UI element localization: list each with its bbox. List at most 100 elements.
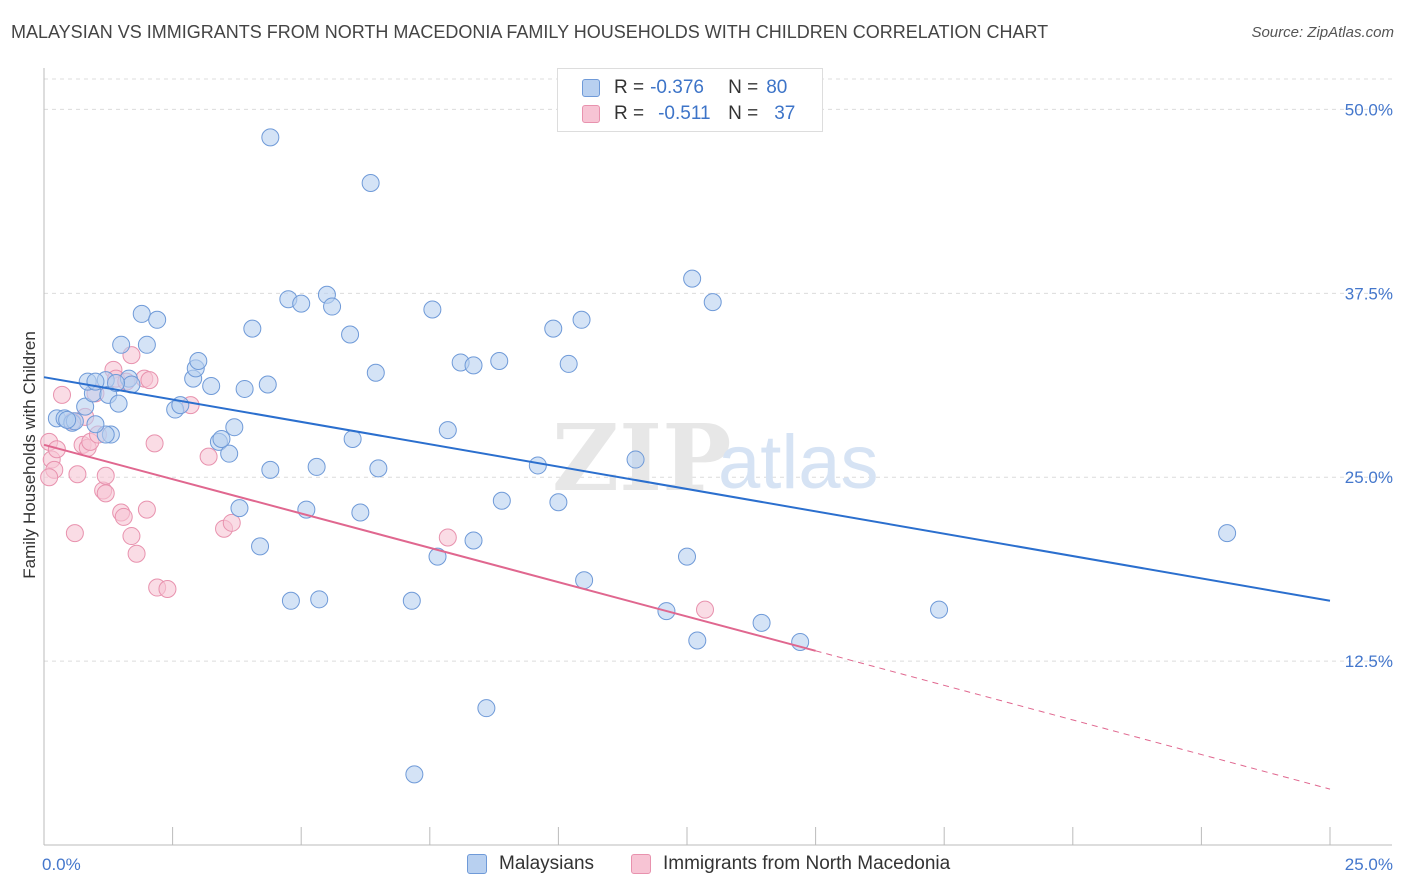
malaysian-point xyxy=(107,374,126,393)
legend-swatch-blue xyxy=(582,79,600,97)
bottom-legend-label: Immigrants from North Macedonia xyxy=(663,853,951,874)
malaysian-point xyxy=(230,499,249,518)
malaysian-point xyxy=(703,293,722,312)
north-macedonia-point xyxy=(53,385,72,404)
legend-row-malaysians: R = -0.376 N = 80 xyxy=(582,76,787,100)
malaysian-point xyxy=(58,410,77,429)
north-macedonia-point xyxy=(158,580,177,599)
malaysian-point xyxy=(559,354,578,373)
malaysian-point xyxy=(405,765,424,784)
malaysian-point xyxy=(76,397,95,416)
malaysian-point xyxy=(112,335,131,354)
bottom-legend-north-macedonia[interactable]: Immigrants from North Macedonia xyxy=(631,852,950,876)
malaysian-point xyxy=(307,457,326,476)
legend-swatch-pink xyxy=(582,105,600,123)
y-tick-label: 12.5% xyxy=(1345,652,1393,671)
north-macedonia-trend-line xyxy=(43,443,816,652)
malaysian-point xyxy=(86,415,105,434)
malaysian-point xyxy=(366,363,385,382)
north-macedonia-point xyxy=(438,528,457,547)
malaysian-point xyxy=(428,547,447,566)
bottom-legend-swatch-pink xyxy=(631,854,651,874)
north-macedonia-point xyxy=(96,466,115,485)
malaysian-point xyxy=(251,537,270,556)
series-malaysians-points xyxy=(47,128,1237,784)
correlation-legend: R = -0.376 N = 80 R = -0.511 N = 37 xyxy=(557,68,823,132)
malaysian-point xyxy=(572,310,591,329)
north-macedonia-point xyxy=(65,524,84,543)
legend-r-value: -0.511 xyxy=(658,103,711,124)
malaysian-point xyxy=(544,319,563,338)
y-tick-label: 37.5% xyxy=(1345,284,1393,303)
malaysian-point xyxy=(235,379,254,398)
north-macedonia-point xyxy=(137,500,156,519)
grid-lines xyxy=(44,78,1392,662)
malaysian-point xyxy=(341,325,360,344)
malaysian-point xyxy=(438,421,457,440)
malaysian-point xyxy=(261,128,280,147)
malaysian-point xyxy=(132,304,151,323)
malaysian-point xyxy=(575,571,594,590)
malaysian-point xyxy=(109,394,128,413)
malaysian-point xyxy=(351,503,370,522)
north-macedonia-point xyxy=(114,507,133,526)
north-macedonia-point xyxy=(96,484,115,503)
bottom-legend-malaysians[interactable]: Malaysians xyxy=(467,852,594,876)
malaysian-point xyxy=(490,351,509,370)
malaysian-point xyxy=(243,319,262,338)
malaysian-point xyxy=(464,531,483,550)
malaysian-point xyxy=(1218,524,1237,543)
malaysian-point xyxy=(261,460,280,479)
malaysian-point xyxy=(626,450,645,469)
north-macedonia-point xyxy=(145,434,164,453)
legend-n-label: N = xyxy=(728,103,759,124)
north-macedonia-point xyxy=(40,468,59,487)
north-macedonia-point xyxy=(199,447,218,466)
malaysian-point xyxy=(220,444,239,463)
source-label: Source: ZipAtlas.com xyxy=(1251,24,1394,41)
trend-lines xyxy=(43,376,1331,790)
malaysian-point xyxy=(678,547,696,566)
north-macedonia-point xyxy=(222,513,241,532)
legend-n-label: N = xyxy=(728,77,759,98)
legend-r-label: R = xyxy=(614,77,645,98)
malaysian-point xyxy=(688,631,707,650)
malaysian-point xyxy=(528,456,547,475)
y-tick-label: 50.0% xyxy=(1345,100,1393,119)
malaysian-point xyxy=(189,351,208,370)
malaysian-point xyxy=(549,493,568,512)
legend-r-value: -0.376 xyxy=(650,77,704,98)
north-macedonia-point xyxy=(140,371,159,390)
malaysian-point xyxy=(423,300,442,319)
legend-r-label: R = xyxy=(614,103,645,124)
malaysian-point xyxy=(683,269,702,288)
malaysians-trend-line xyxy=(43,376,1331,602)
malaysian-point xyxy=(477,699,496,718)
malaysian-point xyxy=(492,491,511,510)
malaysian-point xyxy=(361,173,380,192)
bottom-legend-label: Malaysians xyxy=(499,853,595,874)
watermark: ZIP atlas xyxy=(552,404,879,512)
north-macedonia-point xyxy=(696,600,715,619)
bottom-legend-swatch-blue xyxy=(467,854,487,874)
watermark-atlas: atlas xyxy=(718,420,879,505)
north-macedonia-point xyxy=(122,527,141,546)
series-north-macedonia-points xyxy=(40,346,715,619)
x-tick-label: 25.0% xyxy=(1345,855,1393,874)
x-tick-label: 0.0% xyxy=(42,855,81,874)
malaysian-point xyxy=(323,297,342,316)
malaysian-point xyxy=(464,356,483,375)
malaysian-point xyxy=(258,375,277,394)
legend-n-value: 80 xyxy=(766,77,788,98)
malaysian-point xyxy=(281,591,300,610)
north-macedonia-point xyxy=(68,465,87,484)
malaysian-point xyxy=(310,590,329,609)
malaysian-point xyxy=(369,459,388,478)
chart-title: MALAYSIAN VS IMMIGRANTS FROM NORTH MACED… xyxy=(11,22,1049,42)
malaysian-point xyxy=(148,310,167,329)
malaysian-point xyxy=(930,600,949,619)
malaysian-point xyxy=(402,591,421,610)
malaysian-point xyxy=(343,429,362,448)
malaysian-point xyxy=(202,377,221,395)
